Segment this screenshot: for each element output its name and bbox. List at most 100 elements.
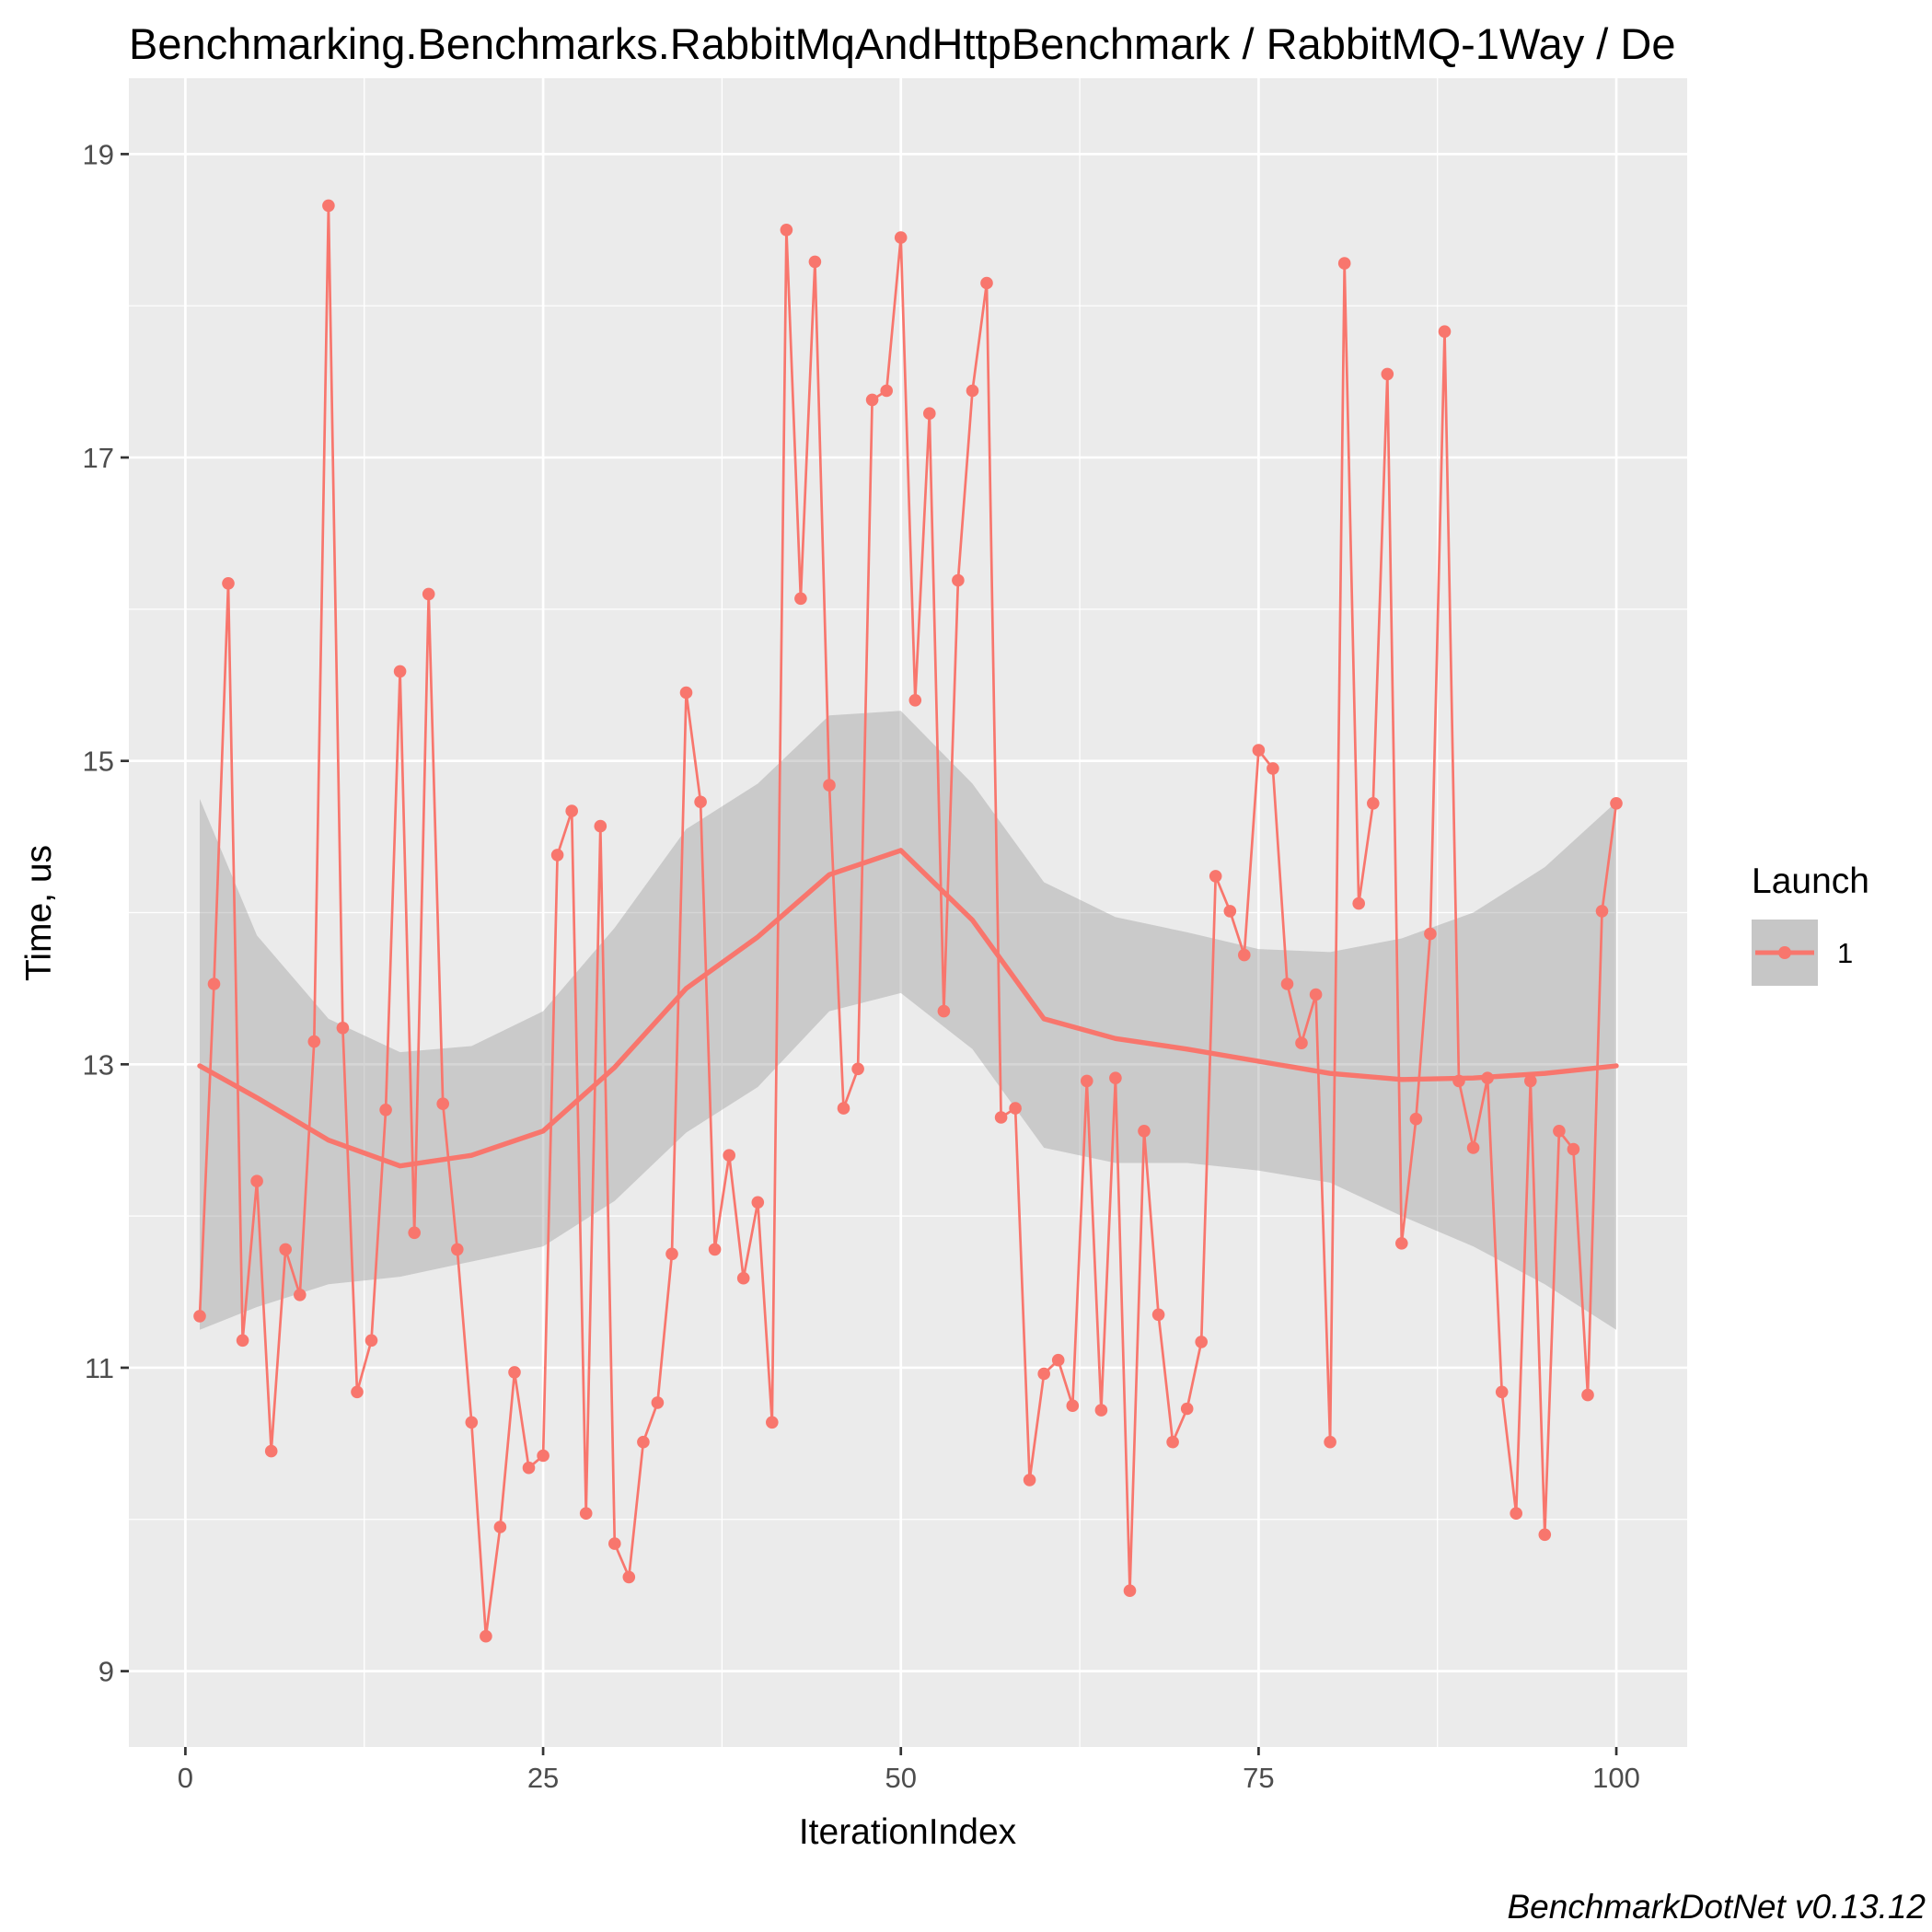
data-point <box>980 276 993 290</box>
data-point <box>1424 927 1437 941</box>
confidence-band-area <box>200 711 1616 1330</box>
data-point <box>565 804 578 817</box>
data-point <box>679 686 693 700</box>
data-point <box>322 199 335 213</box>
x-tick-label: 50 <box>885 1762 916 1794</box>
data-point <box>1180 1402 1194 1416</box>
data-point <box>1524 1074 1537 1088</box>
data-point <box>1066 1399 1080 1412</box>
data-point <box>1023 1474 1036 1487</box>
data-point <box>637 1435 650 1449</box>
data-point <box>193 1310 206 1323</box>
data-point <box>1367 797 1380 810</box>
data-point <box>222 577 235 590</box>
data-point <box>1452 1074 1465 1088</box>
data-point <box>665 1247 678 1261</box>
data-point <box>1337 257 1351 270</box>
data-point <box>766 1416 779 1429</box>
data-point <box>1209 870 1222 883</box>
data-point <box>236 1334 249 1348</box>
data-point <box>1051 1353 1065 1367</box>
data-point <box>550 849 564 862</box>
data-point <box>1109 1071 1122 1084</box>
chart-title: Benchmarking.Benchmarks.RabbitMqAndHttpB… <box>129 19 1675 68</box>
x-tick-label: 100 <box>1592 1762 1640 1794</box>
data-point <box>923 407 936 421</box>
data-point <box>751 1196 765 1209</box>
data-point <box>1195 1336 1208 1348</box>
data-point <box>1009 1102 1022 1115</box>
data-point <box>1238 948 1251 962</box>
y-axis-title: Time, us <box>19 845 59 981</box>
data-point <box>1538 1528 1552 1542</box>
data-point <box>1481 1071 1494 1084</box>
data-point <box>851 1062 864 1076</box>
data-point <box>608 1537 621 1550</box>
y-tick-label: 15 <box>83 746 114 778</box>
data-point <box>1138 1125 1151 1138</box>
data-point <box>694 795 707 808</box>
x-axis-title: IterationIndex <box>799 1812 1017 1852</box>
data-point <box>937 1004 951 1018</box>
smooth-line-group <box>197 848 1619 1169</box>
data-point <box>894 231 908 244</box>
data-point <box>865 393 879 407</box>
data-point <box>579 1507 593 1520</box>
x-tick-label: 25 <box>527 1762 559 1794</box>
data-point <box>351 1385 364 1399</box>
data-point <box>508 1366 521 1379</box>
confidence-band <box>200 711 1616 1330</box>
caption: BenchmarkDotNet v0.13.12 <box>1507 1888 1926 1926</box>
data-point <box>364 1334 378 1348</box>
data-point <box>1324 1435 1336 1449</box>
x-axis-ticks: 0 25 50 75 100 <box>178 1747 1640 1794</box>
data-point <box>451 1243 464 1256</box>
data-point <box>1037 1367 1050 1381</box>
data-point <box>279 1243 293 1256</box>
data-point <box>1280 978 1294 990</box>
legend-label-1: 1 <box>1837 937 1853 969</box>
data-point <box>1381 367 1394 381</box>
legend: Launch 1 <box>1752 862 1869 986</box>
data-point <box>1610 797 1623 810</box>
data-point <box>1223 905 1237 918</box>
data-point <box>966 384 979 398</box>
data-point <box>307 1035 321 1048</box>
legend-title: Launch <box>1752 862 1869 901</box>
data-point <box>594 819 607 833</box>
data-point <box>708 1243 722 1256</box>
data-point <box>837 1102 850 1115</box>
data-point <box>422 587 435 601</box>
data-point <box>622 1570 636 1584</box>
data-point <box>1267 762 1279 775</box>
x-tick-label: 0 <box>178 1762 193 1794</box>
y-tick-label: 11 <box>85 1352 114 1384</box>
data-point <box>1166 1435 1179 1449</box>
y-tick-label: 19 <box>83 138 114 170</box>
data-point <box>651 1396 665 1409</box>
data-point <box>1252 744 1266 757</box>
y-tick-label: 17 <box>83 442 114 474</box>
data-point <box>1438 325 1452 339</box>
data-point <box>1295 1036 1308 1049</box>
data-point <box>336 1022 350 1035</box>
data-point <box>480 1629 492 1643</box>
data-point <box>1466 1141 1480 1154</box>
data-point <box>1094 1404 1108 1417</box>
data-point <box>264 1444 278 1458</box>
data-line-group <box>198 204 1618 1638</box>
data-point <box>465 1416 479 1429</box>
y-tick-label: 9 <box>98 1656 114 1688</box>
data-point <box>1151 1308 1165 1322</box>
data-point <box>1510 1507 1522 1520</box>
series-line-1 <box>198 204 1618 1638</box>
data-point <box>379 1104 392 1116</box>
data-point <box>1595 905 1609 918</box>
data-point <box>1581 1388 1594 1402</box>
data-point <box>436 1097 450 1110</box>
data-point <box>723 1149 735 1162</box>
minor-gridlines <box>129 78 1687 1747</box>
data-point <box>736 1271 750 1285</box>
data-point <box>1395 1237 1408 1250</box>
data-point <box>1409 1112 1423 1126</box>
